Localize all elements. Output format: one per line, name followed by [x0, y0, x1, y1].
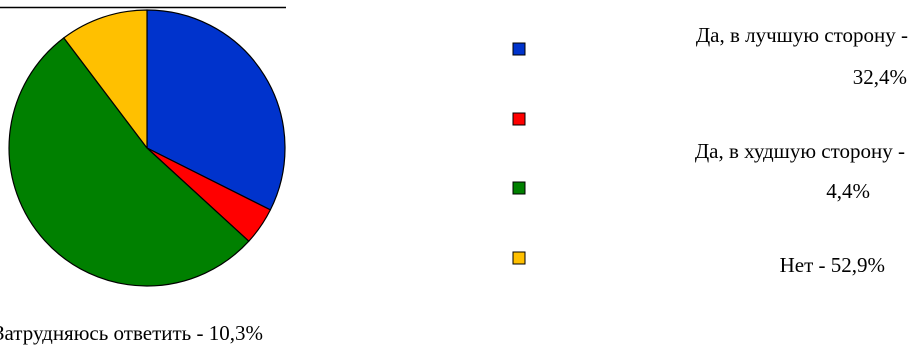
- legend-swatch-3: [512, 181, 526, 195]
- pie-slices: [8, 9, 286, 287]
- legend-label-no: Нет - 52,9%: [780, 253, 885, 277]
- pie-slice-unsure: [63, 9, 148, 149]
- legend-label-no-line-1: Нет - 52,9%: [780, 253, 885, 277]
- legend-label-worse-line-1: Да, в худшую сторону -: [695, 139, 905, 163]
- legend-label-better-line-1: Да, в лучшую сторону -: [696, 23, 908, 47]
- pie-slice-better: [146, 9, 286, 211]
- legend-swatch-2: [512, 112, 526, 126]
- pie-caption-unsure: Затрудняюсь ответить - 10,3%: [0, 321, 263, 345]
- legend-swatch-4: [512, 251, 526, 265]
- legend-label-worse-line-2: 4,4%: [826, 179, 870, 203]
- legend-label-better-line-2: 32,4%: [853, 65, 907, 89]
- legend-label-worse: Да, в худшую сторону - 4,4%: [695, 139, 905, 203]
- legend-label-better: Да, в лучшую сторону - 32,4%: [696, 23, 908, 89]
- pie-slice-no: [8, 37, 250, 287]
- legend: Да, в лучшую сторону - 32,4% Да, в худшую …: [512, 23, 908, 277]
- legend-swatch-1: [512, 42, 526, 56]
